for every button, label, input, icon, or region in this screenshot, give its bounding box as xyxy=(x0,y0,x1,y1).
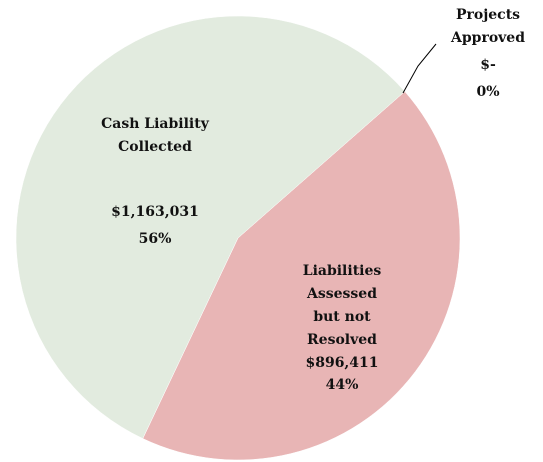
slice-value: $896,411 xyxy=(305,355,379,371)
slice-label: Projects Approved xyxy=(451,7,525,46)
slice-label: Liabilities Assessed but not Resolved xyxy=(302,263,382,348)
slice-value: $1,163,031 xyxy=(111,204,199,220)
leader-line xyxy=(402,43,437,94)
slice-percent: 44% xyxy=(325,377,359,393)
slice-percent: 56% xyxy=(138,231,172,247)
pie-slice xyxy=(15,15,406,439)
pie-slice xyxy=(142,91,461,461)
slice-label: Cash Liability Collected xyxy=(101,116,209,155)
slice-percent: 0% xyxy=(476,84,500,100)
slice-value: $- xyxy=(480,57,496,73)
